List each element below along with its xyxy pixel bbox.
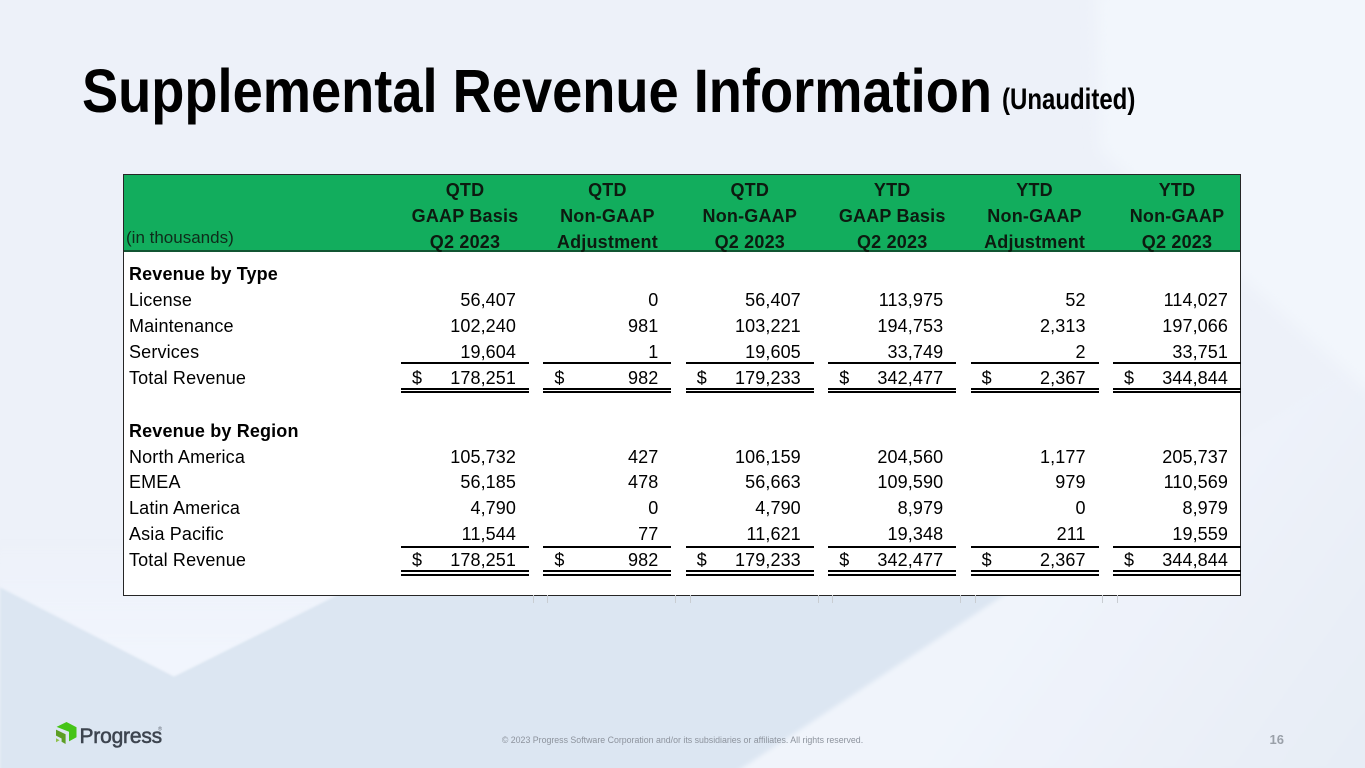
svg-text:Progress: Progress xyxy=(80,725,162,748)
svg-text:®: ® xyxy=(158,726,162,733)
